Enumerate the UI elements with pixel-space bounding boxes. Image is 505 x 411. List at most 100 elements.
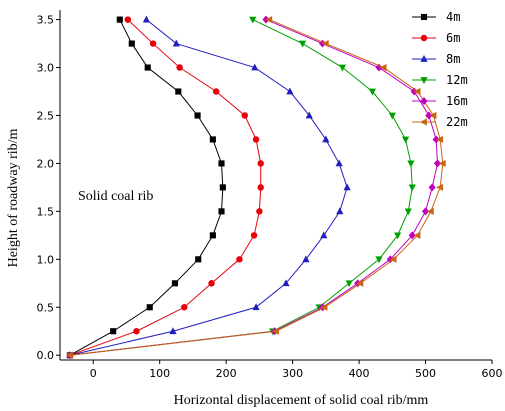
series-22m <box>66 15 446 359</box>
data-point-6m <box>257 184 264 191</box>
data-point-6m <box>250 232 258 239</box>
legend-entry-8m: 8m <box>412 52 460 66</box>
data-point-16m <box>375 63 383 72</box>
data-point-16m <box>433 159 442 168</box>
legend: 4m 6m 8m 12m 16m 22m <box>412 10 468 129</box>
legend-label: 8m <box>446 52 460 66</box>
x-tick-label: 100 <box>149 367 170 380</box>
data-point-6m <box>256 208 263 215</box>
data-point-6m <box>257 160 264 167</box>
data-point-4m <box>218 208 225 215</box>
y-tick-label: 3.5 <box>37 14 55 27</box>
data-point-22m <box>413 231 421 239</box>
x-tick-label: 600 <box>482 367 503 380</box>
data-point-4m <box>209 136 216 143</box>
data-point-16m <box>421 207 430 216</box>
legend-label: 12m <box>446 73 468 87</box>
x-tick-label: 400 <box>349 367 370 380</box>
data-point-22m <box>438 159 446 168</box>
data-point-12m <box>394 232 402 240</box>
data-point-6m <box>212 88 220 95</box>
data-point-16m <box>432 135 440 144</box>
legend-marker <box>420 97 428 105</box>
x-tick-label: 500 <box>415 367 436 380</box>
data-point-8m <box>305 111 313 119</box>
y-tick-label: 0.5 <box>37 301 55 314</box>
data-point-22m <box>436 183 444 191</box>
series-6m <box>66 16 264 359</box>
legend-label: 6m <box>446 31 460 45</box>
x-tick-label: 200 <box>216 367 237 380</box>
data-point-22m <box>379 63 387 72</box>
data-point-22m <box>426 207 434 215</box>
data-point-8m <box>302 255 310 263</box>
data-point-8m <box>282 279 290 287</box>
series-12m <box>66 16 416 360</box>
series-8m <box>66 15 351 359</box>
data-point-8m <box>322 135 330 143</box>
data-point-6m <box>208 280 215 287</box>
data-point-12m <box>368 88 376 96</box>
data-point-22m <box>272 327 279 335</box>
y-tick-label: 3.0 <box>37 62 55 75</box>
series-4m <box>66 16 226 359</box>
data-point-4m <box>146 304 153 311</box>
y-tick-label: 1.0 <box>37 253 55 266</box>
data-point-4m <box>128 40 135 47</box>
legend-marker <box>420 13 428 21</box>
y-axis-title: Height of roadway rib/m <box>6 128 21 267</box>
data-point-4m <box>116 16 123 23</box>
data-point-12m <box>338 64 347 72</box>
data-point-16m <box>408 231 416 240</box>
data-point-4m <box>195 256 202 263</box>
data-point-4m <box>219 184 226 191</box>
data-point-12m <box>249 16 257 24</box>
data-point-22m <box>66 351 73 359</box>
data-point-6m <box>236 256 243 263</box>
data-point-22m <box>429 111 437 120</box>
data-point-12m <box>298 40 307 48</box>
data-point-22m <box>413 87 421 96</box>
data-point-12m <box>388 112 396 120</box>
axes: 0 100 200 300 400 500 600 0.0 0.5 1.0 1.5 2.0 2.5 3.0… <box>37 10 503 380</box>
data-point-22m <box>265 15 273 24</box>
data-point-4m <box>218 160 225 167</box>
data-point-6m <box>241 112 249 119</box>
data-point-6m <box>181 304 188 311</box>
legend-marker <box>420 118 427 126</box>
data-point-4m <box>175 88 182 95</box>
data-point-12m <box>408 184 416 192</box>
data-point-8m <box>169 327 177 335</box>
legend-entry-12m: 12m <box>412 73 468 87</box>
data-point-4m <box>110 328 117 335</box>
x-axis-title: Horizontal displacement of solid coal ri… <box>174 393 429 408</box>
legend-entry-6m: 6m <box>412 31 460 45</box>
data-point-6m <box>149 40 157 47</box>
data-point-6m <box>133 327 140 335</box>
y-tick-label: 0.0 <box>37 349 55 362</box>
y-tick-label: 1.5 <box>37 205 55 218</box>
legend-label: 16m <box>446 94 468 108</box>
x-tick-label: 300 <box>282 367 303 380</box>
data-point-4m <box>194 112 201 119</box>
data-point-8m <box>336 207 344 215</box>
data-point-6m <box>176 64 183 71</box>
data-point-12m <box>375 256 383 264</box>
data-point-22m <box>320 303 328 311</box>
y-tick-label: 2.0 <box>37 157 55 170</box>
y-tick-label: 2.5 <box>37 109 55 122</box>
data-point-8m <box>320 231 328 239</box>
data-point-12m <box>402 136 410 144</box>
data-point-8m <box>343 183 351 191</box>
legend-label: 22m <box>446 115 468 129</box>
legend-marker <box>420 77 428 84</box>
legend-marker <box>420 34 428 42</box>
data-point-6m <box>252 136 260 143</box>
data-point-4m <box>171 280 179 287</box>
data-point-8m <box>335 159 343 167</box>
data-point-22m <box>321 39 329 48</box>
legend-marker <box>420 55 428 62</box>
data-point-8m <box>142 15 150 23</box>
data-point-8m <box>172 39 180 47</box>
